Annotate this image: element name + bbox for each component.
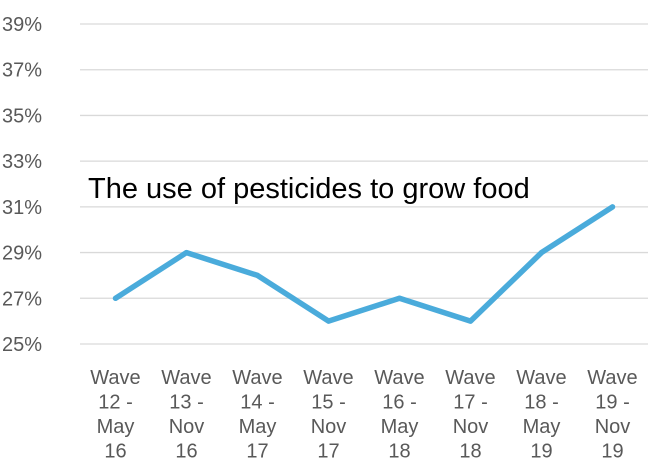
data-point	[255, 272, 260, 278]
x-axis-category-labels: Wave 12 -May 16 Wave 13 -Nov 16 Wave 14 -May 17 W…	[90, 367, 637, 463]
y-axis-tick-labels: 25% 27% 29% 31% 33% 35% 37% 39%	[2, 14, 42, 356]
data-point	[397, 295, 402, 301]
x-category-label: Wave 13 -Nov 16	[161, 367, 211, 463]
x-category-label: Wave 16 -May 18	[374, 367, 424, 463]
data-point	[539, 250, 544, 256]
y-tick-label: 35%	[2, 105, 42, 127]
y-tick-label: 25%	[2, 334, 42, 356]
data-point	[113, 295, 118, 301]
gridlines	[80, 23, 648, 345]
x-category-label: Wave 18 -May 19	[516, 367, 566, 463]
y-tick-label: 37%	[2, 60, 42, 82]
chart-annotation: The use of pesticides to grow food	[88, 173, 530, 205]
data-point	[468, 318, 473, 324]
data-point	[326, 318, 331, 324]
y-tick-label: 29%	[2, 243, 42, 265]
data-point	[184, 250, 189, 256]
y-tick-label: 39%	[2, 14, 42, 36]
x-category-label: Wave 14 -May 17	[232, 367, 282, 463]
y-tick-label: 27%	[2, 288, 42, 310]
x-category-label: Wave 15 -Nov 17	[303, 367, 353, 463]
series-line	[112, 204, 616, 324]
x-category-label: Wave 19 -Nov 19	[587, 367, 637, 463]
series-group	[112, 204, 616, 324]
y-tick-label: 31%	[2, 197, 42, 219]
x-category-label: Wave 12 -May 16	[90, 367, 140, 463]
data-point	[610, 204, 615, 210]
x-category-label: Wave 17 -Nov 18	[445, 367, 495, 463]
y-tick-label: 33%	[2, 151, 42, 173]
